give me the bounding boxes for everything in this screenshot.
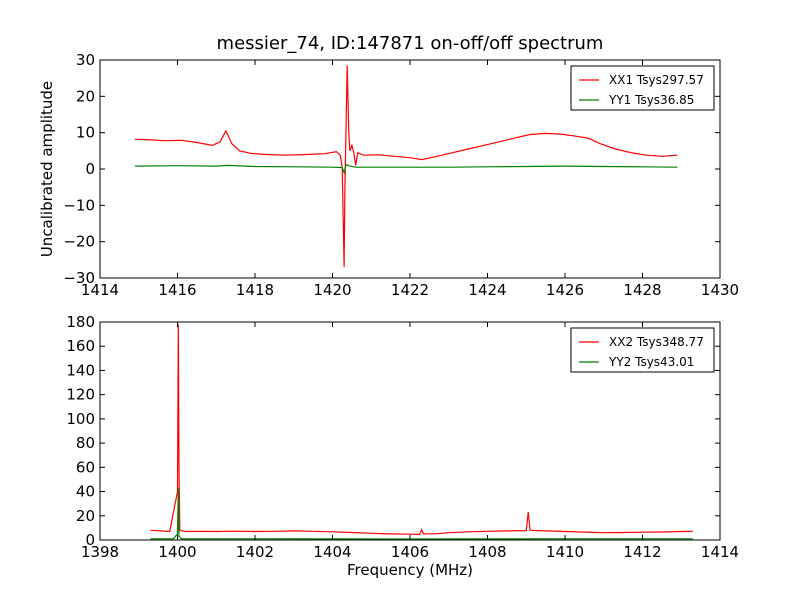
- x-tick-label: 1416: [158, 281, 196, 299]
- x-tick-label: 1426: [546, 281, 584, 299]
- legend-label: YY2 Tsys43.01: [608, 355, 694, 369]
- y-tick-label: 120: [66, 386, 95, 404]
- chart-title: messier_74, ID:147871 on-off/off spectru…: [216, 33, 604, 54]
- legend: XX2 Tsys348.77 YY2 Tsys43.01: [570, 327, 715, 373]
- legend-label: XX1 Tsys297.57: [609, 73, 704, 87]
- x-tick-label: 1430: [701, 281, 739, 299]
- y-tick-label: 60: [76, 458, 95, 476]
- x-tick-label: 1406: [391, 543, 429, 561]
- x-tick-label: 1420: [313, 281, 351, 299]
- y-tick-label: 100: [66, 410, 95, 428]
- y-tick-label: 140: [66, 361, 95, 379]
- y-tick-label: −30: [63, 269, 95, 287]
- series-line-2-2: [150, 487, 693, 540]
- x-tick-label: 1414: [81, 281, 119, 299]
- y-tick-label: 0: [85, 531, 95, 549]
- x-tick-label: 1414: [701, 543, 739, 561]
- x-tick-label: 1404: [313, 543, 351, 561]
- legend-box: [570, 327, 715, 373]
- y-tick-label: 20: [76, 87, 95, 105]
- x-tick-label: 1424: [468, 281, 506, 299]
- y-tick-label: 40: [76, 483, 95, 501]
- legend-label: YY1 Tsys36.85: [608, 93, 694, 107]
- x-tick-label: 1410: [546, 543, 584, 561]
- legend: XX1 Tsys297.57 YY1 Tsys36.85: [570, 65, 715, 111]
- x-tick-label: 1408: [468, 543, 506, 561]
- y-tick-label: 20: [76, 507, 95, 525]
- series-line-1-1: [134, 65, 678, 268]
- y-tick-label: 180: [66, 313, 95, 331]
- x-tick-label: 1402: [236, 543, 274, 561]
- chart-panel-2: 1398 1400 1402 1404 1406 1408 1410 1412 14141801…: [66, 313, 739, 561]
- legend-label: XX2 Tsys348.77: [609, 335, 704, 349]
- x-tick-label: 1412: [623, 543, 661, 561]
- series-line-2-1: [150, 324, 693, 536]
- y-tick-label: 0: [85, 160, 95, 178]
- y-tick-label: −10: [63, 196, 95, 214]
- x-tick-label: 1400: [158, 543, 196, 561]
- y-tick-label: 160: [66, 337, 95, 355]
- y-tick-label: 10: [76, 124, 95, 142]
- series-line-1-2: [134, 163, 678, 175]
- chart-panel-1: 1414 1416 1418 1420 1422 1424 1426 1428 1430 30 20…: [63, 51, 739, 299]
- y-tick-label: −20: [63, 233, 95, 251]
- x-tick-label: 1398: [81, 543, 119, 561]
- x-axis-label-bottom: Frequency (MHz): [346, 561, 474, 579]
- x-tick-label: 1422: [391, 281, 429, 299]
- y-tick-label: 80: [76, 434, 95, 452]
- legend-box: [570, 65, 715, 111]
- x-tick-label: 1418: [236, 281, 274, 299]
- x-tick-label: 1428: [623, 281, 661, 299]
- y-tick-label: 30: [76, 51, 95, 69]
